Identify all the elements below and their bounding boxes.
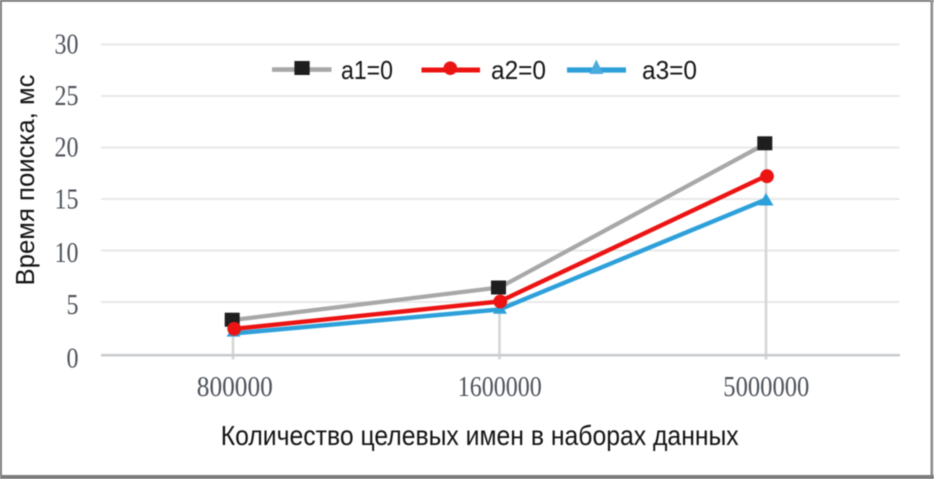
- svg-text:10: 10: [55, 237, 79, 269]
- svg-text:a1=0: a1=0: [341, 55, 393, 85]
- svg-text:25: 25: [55, 80, 79, 112]
- svg-text:1600000: 1600000: [458, 371, 542, 403]
- svg-text:Время поиска, мс: Время поиска, мс: [10, 75, 40, 286]
- svg-text:5: 5: [67, 289, 79, 321]
- svg-text:30: 30: [55, 29, 79, 61]
- svg-text:Количество целевых имен в набо: Количество целевых имен в наборах данных: [221, 420, 739, 451]
- svg-text:800000: 800000: [197, 371, 273, 403]
- svg-text:20: 20: [55, 132, 79, 164]
- svg-text:15: 15: [55, 184, 79, 216]
- svg-text:a3=0: a3=0: [642, 55, 697, 85]
- svg-text:0: 0: [67, 342, 79, 374]
- svg-text:5000000: 5000000: [723, 371, 809, 403]
- svg-text:a2=0: a2=0: [491, 55, 546, 85]
